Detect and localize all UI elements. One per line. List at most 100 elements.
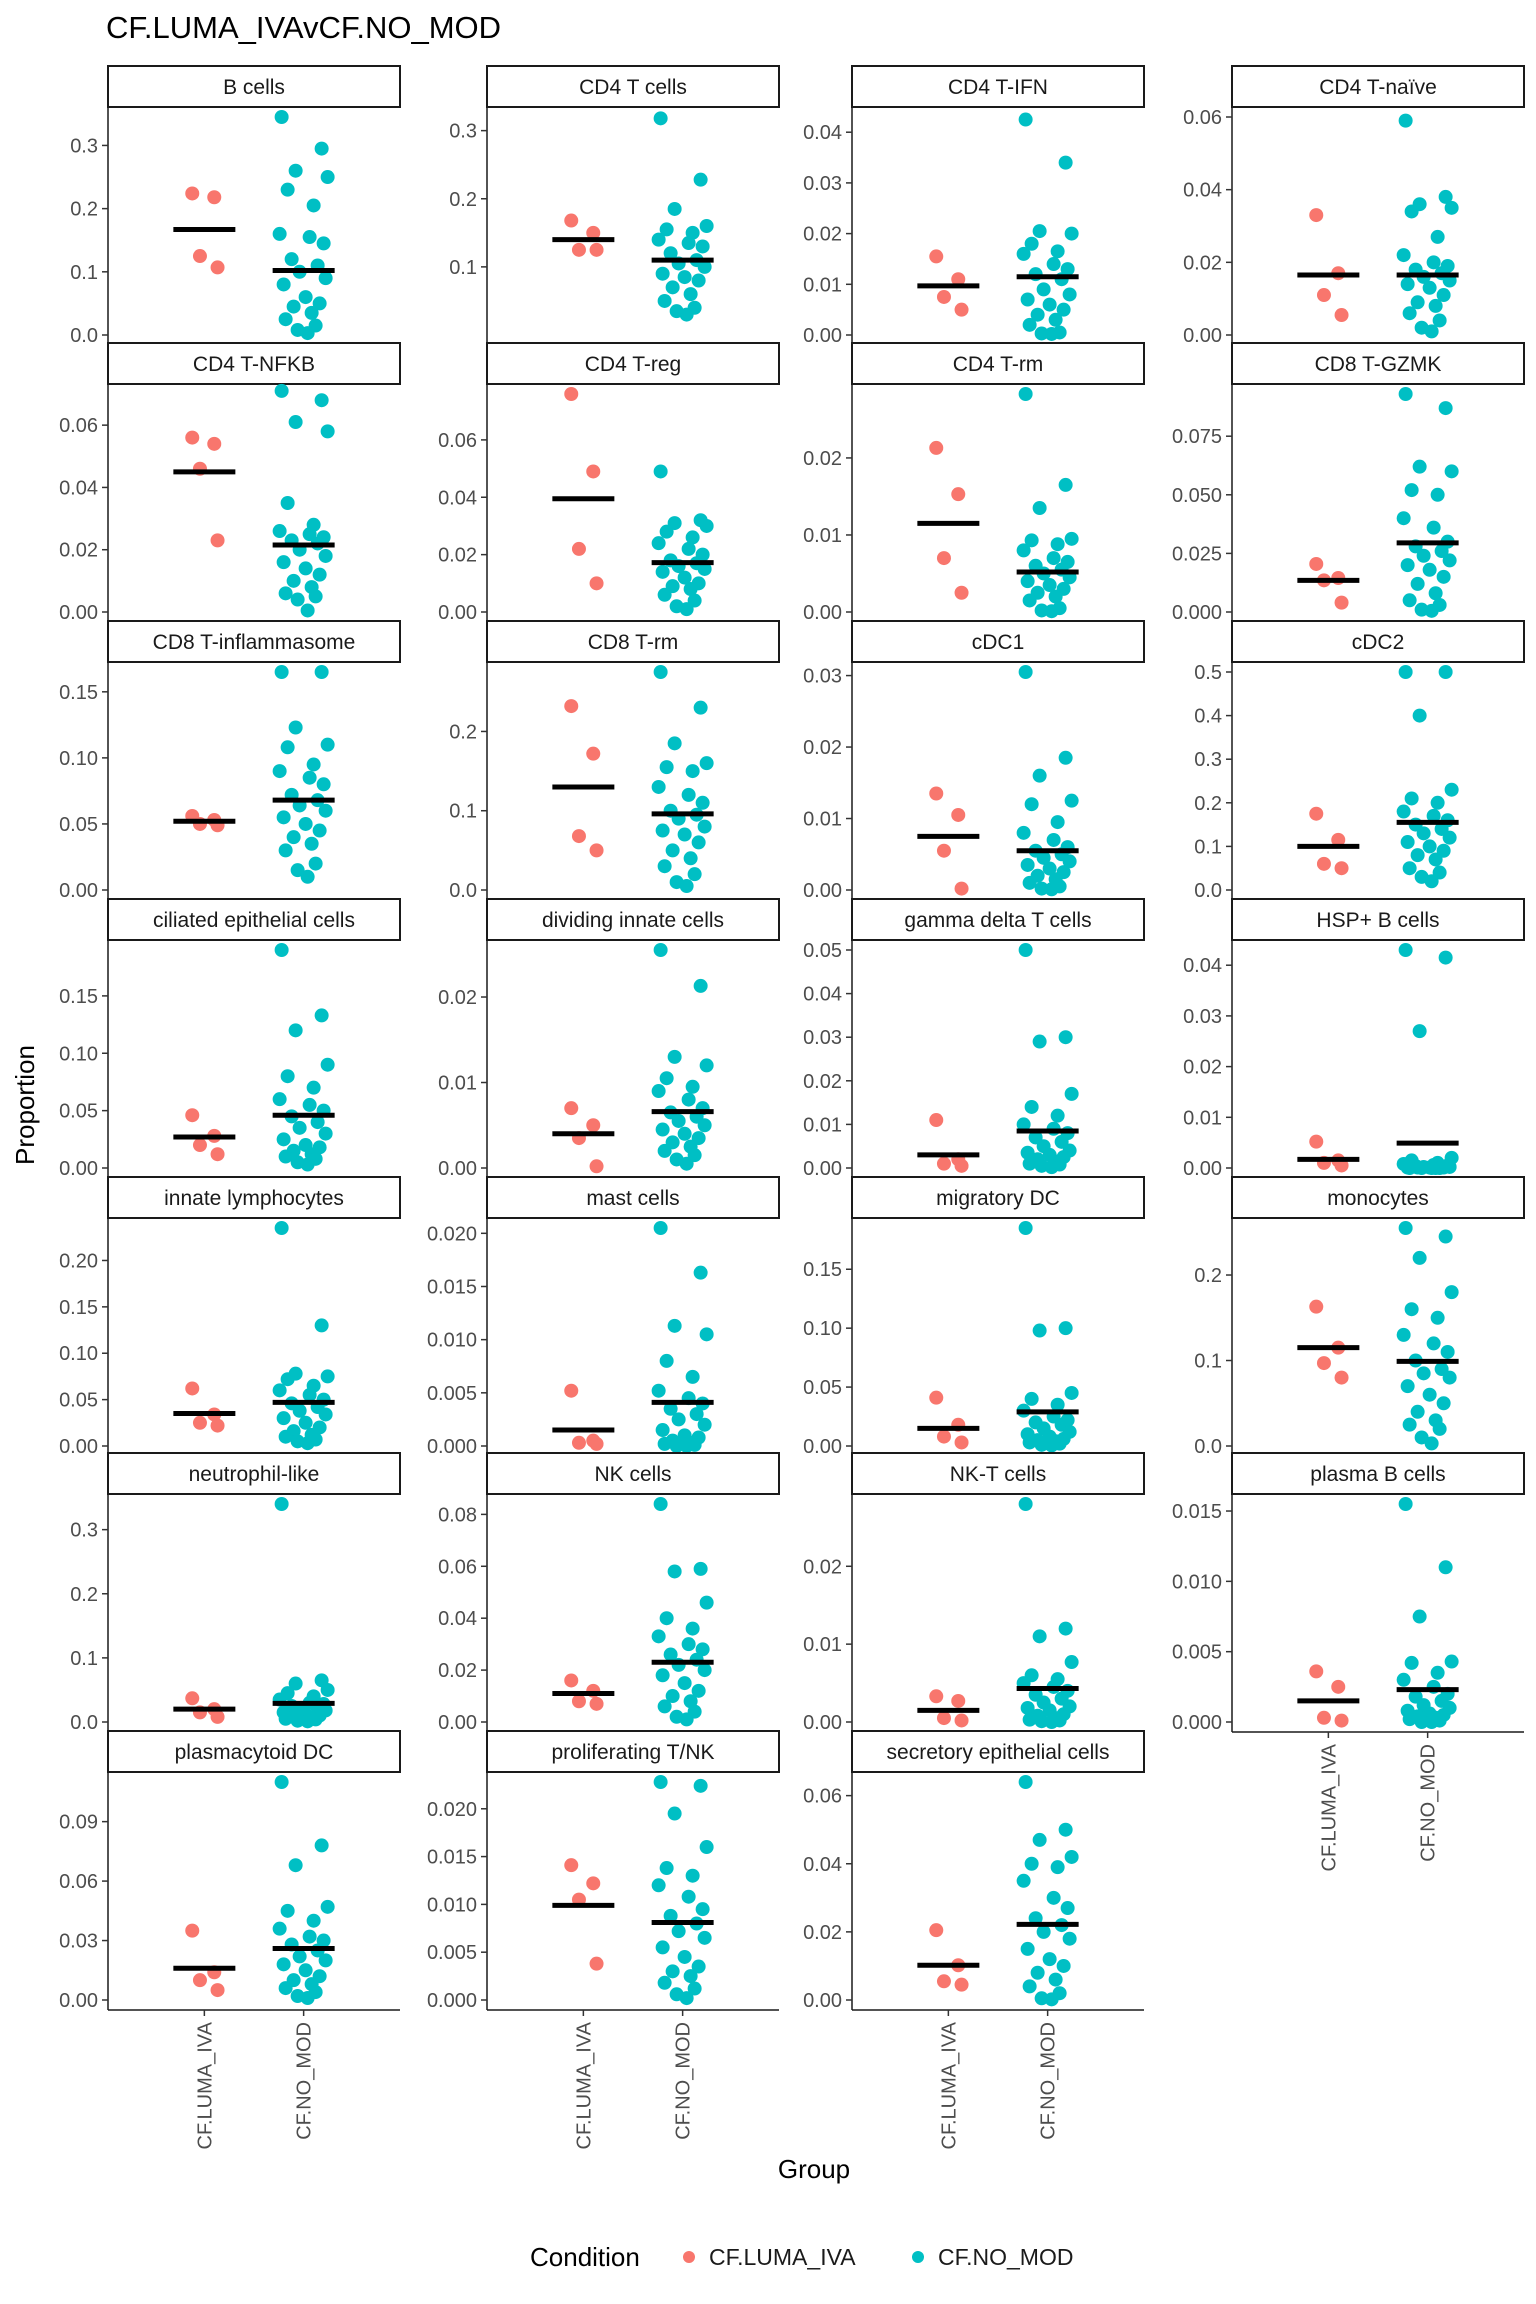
point-cf-luma-iva: [210, 1709, 225, 1724]
point-cf-no-mod: [312, 823, 327, 838]
point-cf-no-mod: [685, 1621, 700, 1636]
point-cf-no-mod: [679, 602, 694, 617]
panel-monocytes: monocytes 0.0 0.1 0.2: [1194, 1176, 1525, 1458]
point-cf-no-mod: [685, 530, 700, 545]
point-cf-no-mod: [1062, 287, 1077, 302]
point-cf-no-mod: [1442, 553, 1457, 568]
point-cf-no-mod: [1030, 307, 1045, 322]
point-cf-no-mod: [306, 1913, 321, 1928]
y-tick-label: 0.00: [438, 1712, 477, 1734]
panel-strip-label: proliferating T/NK: [551, 1741, 714, 1764]
point-cf-no-mod: [679, 1991, 694, 2006]
panel-strip-label: CD4 T-naïve: [1319, 76, 1437, 99]
point-cf-luma-iva: [951, 272, 966, 287]
panel-hsp-b-cells: HSP+ B cells 0.00 0.01 0.02 0.03 0.04: [1183, 898, 1525, 1180]
point-cf-no-mod: [687, 1981, 702, 1996]
point-cf-no-mod: [681, 236, 696, 251]
point-cf-no-mod: [1402, 861, 1417, 876]
point-cf-no-mod: [1064, 1086, 1079, 1101]
panel-strip: [486, 1730, 780, 1773]
point-cf-no-mod: [653, 464, 668, 479]
point-cf-no-mod: [695, 1902, 710, 1917]
y-tick-label: 0.01: [1183, 1107, 1222, 1129]
point-cf-no-mod: [699, 1327, 714, 1342]
y-tick-label: 0.0: [1194, 1436, 1222, 1458]
point-cf-luma-iva: [589, 242, 604, 257]
point-cf-no-mod: [302, 1097, 317, 1112]
point-cf-no-mod: [274, 383, 289, 398]
point-cf-no-mod: [1022, 1979, 1037, 1994]
point-cf-no-mod: [1032, 224, 1047, 239]
point-cf-luma-iva: [192, 1415, 207, 1430]
y-tick-label: 0.06: [59, 415, 98, 437]
panel-strip-label: B cells: [223, 76, 285, 99]
point-cf-no-mod: [1430, 229, 1445, 244]
point-cf-no-mod: [699, 1595, 714, 1610]
point-cf-no-mod: [312, 296, 327, 311]
panel-strip: [107, 620, 401, 663]
point-cf-no-mod: [1432, 313, 1447, 328]
y-tick-label: 0.03: [59, 1931, 98, 1953]
point-cf-no-mod: [1412, 1250, 1427, 1265]
point-cf-no-mod: [655, 564, 670, 579]
y-tick-label: 0.00: [803, 602, 842, 624]
point-cf-luma-iva: [1334, 308, 1349, 323]
point-cf-no-mod: [1404, 791, 1419, 806]
y-tick-label: 0.00: [803, 1990, 842, 2012]
point-cf-no-mod: [1018, 112, 1033, 127]
point-cf-no-mod: [671, 1412, 686, 1427]
y-tick-label: 0.01: [803, 1634, 842, 1656]
point-cf-no-mod: [276, 555, 291, 570]
point-cf-no-mod: [286, 830, 301, 845]
panel-migratory-dc: migratory DC 0.00 0.05 0.10 0.15: [803, 1176, 1145, 1458]
y-tick-label: 0.4: [1194, 706, 1222, 728]
point-cf-no-mod: [657, 1143, 672, 1158]
point-cf-no-mod: [1050, 815, 1065, 830]
panel-cd8-t-inflammasome: CD8 T-inflammasome 0.00 0.05 0.10 0.15: [59, 620, 401, 902]
point-cf-no-mod: [1034, 603, 1049, 618]
point-cf-no-mod: [669, 1439, 684, 1453]
point-cf-no-mod: [655, 1668, 670, 1683]
point-cf-luma-iva: [954, 585, 969, 600]
point-cf-no-mod: [1064, 793, 1079, 808]
point-cf-no-mod: [1018, 1775, 1033, 1789]
point-cf-no-mod: [1034, 1437, 1049, 1452]
y-tick-label: 0.08: [438, 1504, 477, 1526]
point-cf-no-mod: [659, 1611, 674, 1626]
y-tick-label: 0.10: [59, 1343, 98, 1365]
point-cf-no-mod: [1046, 832, 1061, 847]
point-cf-no-mod: [1044, 1438, 1059, 1453]
point-cf-no-mod: [1064, 226, 1079, 241]
point-cf-no-mod: [1016, 246, 1031, 261]
point-cf-no-mod: [298, 816, 313, 831]
point-cf-no-mod: [274, 1775, 289, 1789]
y-tick-label: 0.000: [427, 1990, 477, 2012]
point-cf-no-mod: [1018, 387, 1033, 401]
y-tick-label: 0.1: [70, 262, 98, 284]
y-tick-label: 0.10: [803, 1318, 842, 1340]
point-cf-no-mod: [1444, 1285, 1459, 1300]
panel-cd4-t-nfkb: CD4 T-NFKB 0.00 0.02 0.04 0.06: [59, 342, 401, 624]
point-cf-no-mod: [1022, 593, 1037, 608]
panel-strip-label: mast cells: [586, 1187, 679, 1210]
y-tick-label: 0.0: [1194, 880, 1222, 902]
point-cf-no-mod: [1018, 1497, 1033, 1511]
point-cf-no-mod: [276, 1411, 291, 1426]
point-cf-no-mod: [298, 1415, 313, 1430]
point-cf-no-mod: [653, 665, 668, 679]
point-cf-no-mod: [1398, 1221, 1413, 1235]
y-tick-label: 0.00: [438, 1158, 477, 1180]
panel-strip: [486, 898, 780, 941]
panel-neutrophil-like: neutrophil-like 0.0 0.1 0.2 0.3: [70, 1452, 401, 1734]
point-cf-no-mod: [679, 1156, 694, 1171]
point-cf-no-mod: [695, 795, 710, 810]
point-cf-no-mod: [693, 978, 708, 993]
point-cf-no-mod: [1398, 1497, 1413, 1511]
point-cf-no-mod: [302, 527, 317, 542]
panel-plasmacytoid-dc: plasmacytoid DC 0.00 0.03 0.06 0.09 CF.LUMA_I…: [59, 1730, 401, 2149]
point-cf-no-mod: [1034, 1714, 1049, 1729]
point-cf-no-mod: [320, 1899, 335, 1914]
legend-label-cf-no-mod: CF.NO_MOD: [938, 2244, 1073, 2270]
point-cf-no-mod: [1410, 1404, 1425, 1419]
point-cf-no-mod: [667, 1564, 682, 1579]
